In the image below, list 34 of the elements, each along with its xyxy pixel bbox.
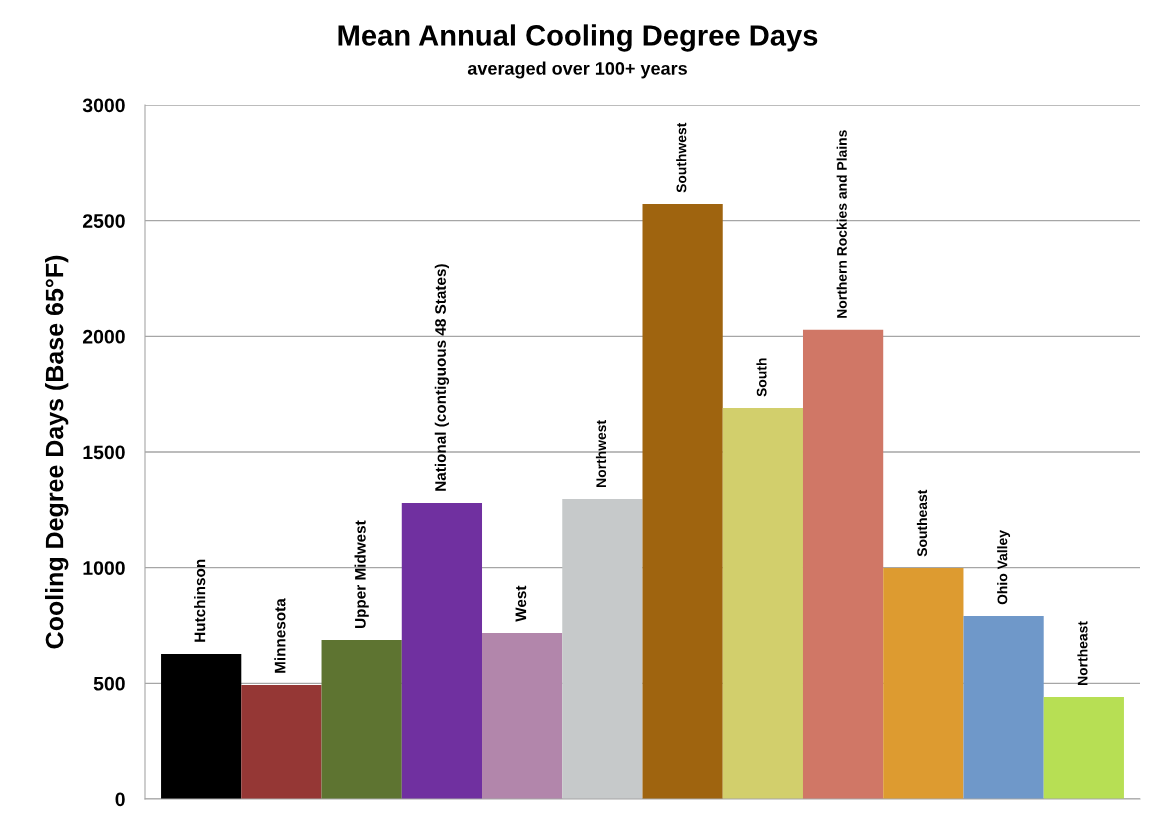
x-tick-label: Northwest [595, 420, 607, 487]
y-tick-label: 2000 [82, 329, 125, 344]
bar [642, 204, 723, 799]
bar [722, 408, 803, 799]
y-axis-title: Cooling Degree Days (Base 65°F) [45, 255, 69, 649]
bar [321, 640, 402, 799]
x-tick-label: Southeast [916, 489, 928, 557]
x-tick-label: Northern Rockies and Plains [836, 130, 847, 318]
x-tick-label: Minnesota [274, 598, 286, 673]
bar [241, 684, 322, 799]
bar [883, 567, 964, 799]
x-tick-label: Ohio Valley [997, 530, 1011, 605]
y-tick-label: 3000 [82, 98, 125, 113]
chart-subtitle: averaged over 100+ years [467, 61, 687, 79]
y-tick-label: 0 [115, 792, 125, 807]
y-tick-label: 1500 [83, 445, 125, 460]
bar [1043, 696, 1124, 799]
bar [802, 329, 884, 799]
bar [401, 502, 483, 799]
y-tick-label: 1000 [83, 561, 125, 575]
y-tick-label: 500 [93, 676, 125, 691]
x-tick-label: South [756, 358, 767, 397]
bar [963, 616, 1044, 799]
chart-title: Mean Annual Cooling Degree Days [338, 24, 818, 52]
x-tick-label: West [515, 585, 527, 622]
bar [562, 498, 643, 799]
y-tick-label: 2500 [82, 214, 125, 228]
x-tick-label: Northeast [1077, 621, 1088, 685]
x-tick-label: Hutchinson [194, 559, 206, 642]
bar [482, 632, 563, 799]
x-tick-label: National (contiguous 48 States) [434, 264, 450, 491]
x-tick-label: Upper Midwest [354, 520, 369, 629]
bar [161, 653, 242, 799]
x-tick-label: Southwest [676, 122, 687, 193]
